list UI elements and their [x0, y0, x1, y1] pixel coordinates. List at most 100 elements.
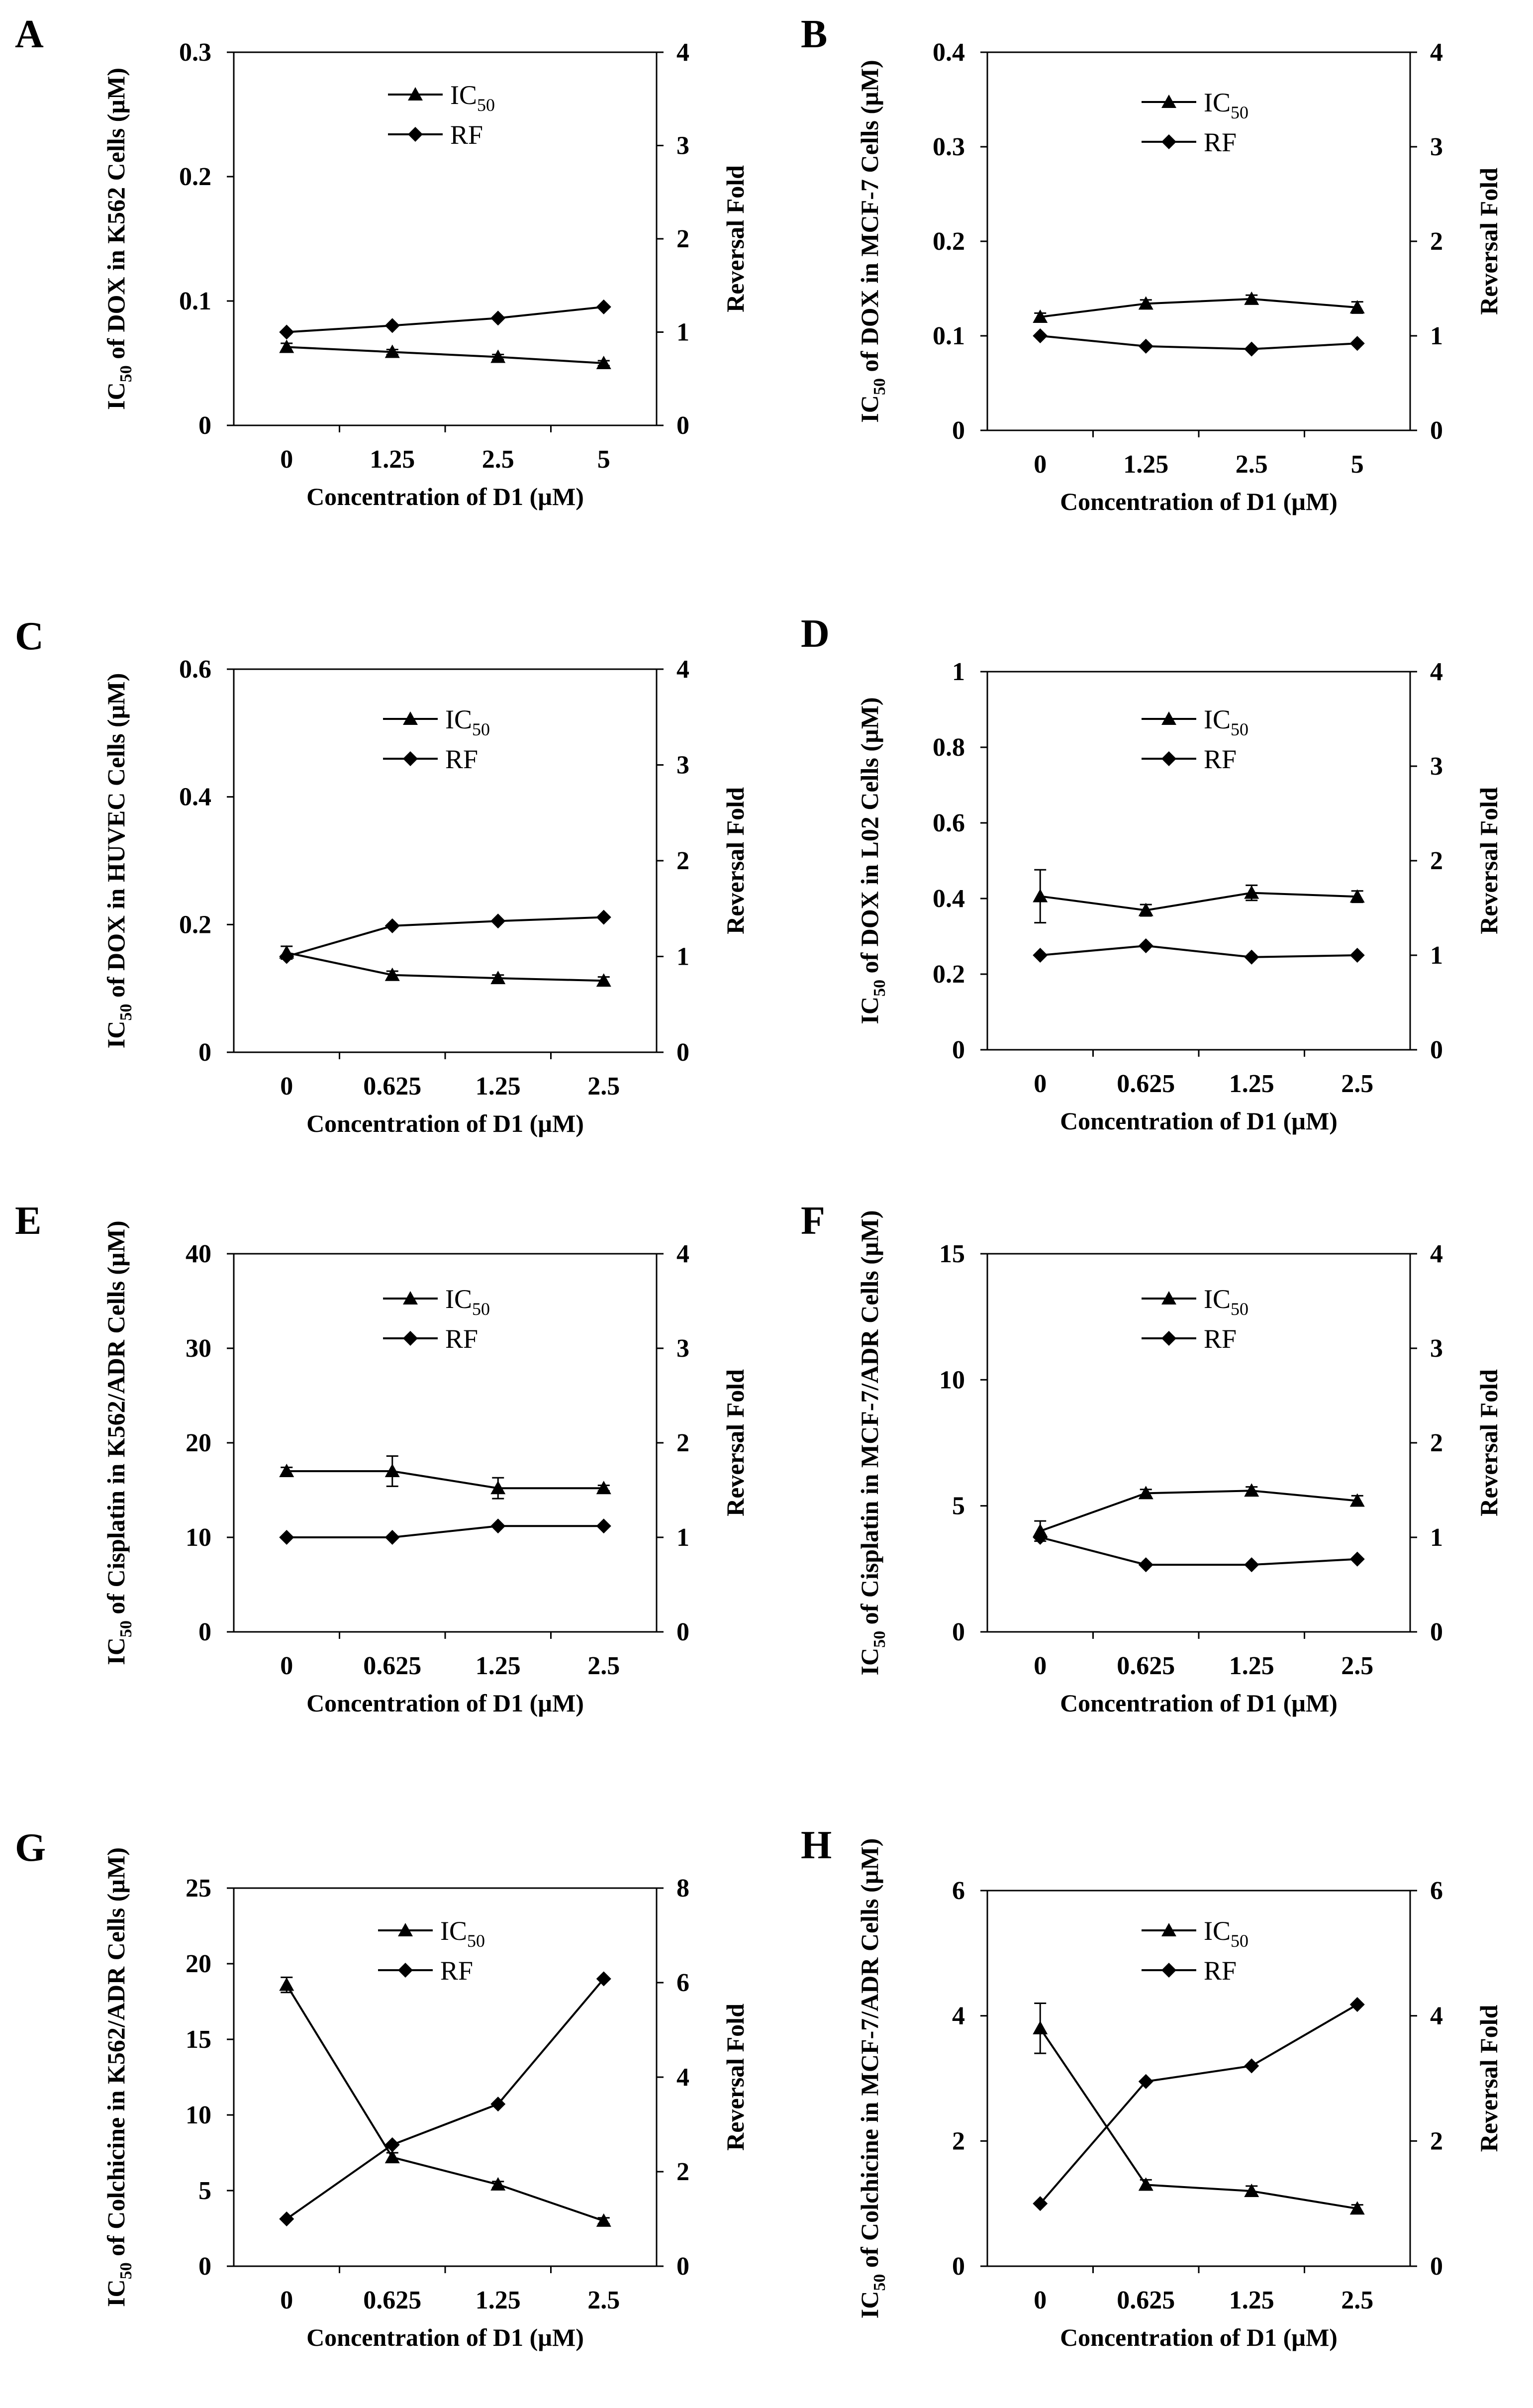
- data-point: [384, 2150, 400, 2164]
- y-axis-title: IC50 of Colchicine in MCF-7/ADR Cells (µ…: [856, 1838, 889, 2318]
- y2-tick-label: 4: [676, 655, 689, 684]
- panel-a: A 0 0.1 0.2 0.3 0 1 2 3 4 0 1.25 2.5 5 Concentration o…: [15, 12, 749, 510]
- data-point: [1244, 291, 1259, 305]
- legend-marker-diamond: [403, 751, 418, 766]
- data-point: [384, 344, 400, 358]
- y2-tick-label: 2: [1430, 227, 1443, 256]
- panel-letter: B: [801, 12, 827, 56]
- y2-tick-label: 2: [676, 2158, 689, 2186]
- legend-marker-diamond: [408, 127, 423, 142]
- legend-marker-diamond: [1161, 134, 1176, 149]
- legend: IC50 RF: [388, 80, 495, 150]
- y-axis-title: IC50 of Cisplatin in K562/ADR Cells (µM): [102, 1220, 135, 1665]
- y-tick-label: 0.4: [933, 885, 965, 913]
- series-line: [1040, 944, 1357, 958]
- legend-label-sub: 50: [477, 95, 495, 115]
- data-point: [1244, 949, 1259, 965]
- legend-marker-triangle: [1161, 95, 1176, 108]
- x-tick-label: 2.5: [1341, 1652, 1373, 1680]
- legend-label: IC50: [1204, 88, 1248, 122]
- y2-tick-label: 4: [676, 38, 689, 67]
- data-point: [1033, 309, 1048, 323]
- series-rf: [1033, 938, 1365, 965]
- y2-axis-title: Reversal Fold: [1475, 787, 1503, 934]
- x-axis-title: Concentration of D1 (µM): [306, 2323, 584, 2351]
- y-axis-title-sub: 50: [870, 1631, 889, 1648]
- y2-tick-label: 0: [676, 1038, 689, 1067]
- data-point: [490, 1518, 506, 1534]
- x-axis-title: Concentration of D1 (µM): [1060, 1107, 1338, 1135]
- legend-label: IC50: [450, 80, 495, 115]
- panel-letter: C: [15, 614, 44, 658]
- y2-tick-label: 4: [1430, 658, 1443, 686]
- data-point: [596, 2213, 611, 2227]
- y2-tick-label: 1: [676, 943, 689, 971]
- legend-label: IC50: [1204, 704, 1248, 739]
- x-axis-title-unit: (µM): [523, 1109, 584, 1137]
- data-point: [1349, 1551, 1365, 1567]
- y-tick-label: 0.3: [179, 38, 211, 67]
- x-axis-title-text: Concentration of D: [306, 1689, 511, 1717]
- legend: IC50 RF: [1142, 704, 1248, 774]
- data-point: [1138, 1486, 1153, 1500]
- legend-label: RF: [445, 744, 478, 774]
- y-axis-title-main: IC: [856, 395, 883, 423]
- panel-letter: F: [801, 1199, 825, 1243]
- series-rf: [1033, 328, 1365, 357]
- y2-tick-label: 2: [676, 1429, 689, 1457]
- series-line: [287, 305, 604, 333]
- legend-marker-triangle: [408, 87, 423, 100]
- y2-tick-label: 3: [1430, 752, 1443, 781]
- y2-tick-label: 1: [676, 1523, 689, 1552]
- legend-label-text: RF: [445, 744, 478, 774]
- x-tick-label: 2.5: [587, 2286, 620, 2314]
- series-line: [1040, 335, 1357, 350]
- plot-frame: [233, 51, 658, 426]
- legend-marker-triangle: [403, 711, 418, 725]
- panel-b: B 0 0.1 0.2 0.3 0.4 0 1 2 3 4 0 1.25 2.5 5 Concentratio…: [801, 12, 1503, 515]
- series-rf: [279, 299, 611, 340]
- plot-frame: [986, 1253, 1411, 1633]
- y-tick-label: 0: [198, 1618, 211, 1646]
- x-tick-label: 1.25: [1229, 2286, 1274, 2314]
- series-line: [287, 1470, 604, 1490]
- y2-tick-label: 2: [1430, 2127, 1443, 2155]
- x-axis-title-sub: 1: [1264, 2323, 1277, 2351]
- data-point: [490, 2177, 506, 2191]
- x-axis-title-text: Concentration of D: [306, 1109, 511, 1137]
- data-point: [1349, 889, 1365, 903]
- y-axis-title-main: IC: [856, 997, 883, 1024]
- y-tick-label: 0.6: [179, 655, 211, 684]
- legend-label-text: IC: [440, 1916, 467, 1946]
- y-tick-label: 0: [952, 1036, 965, 1064]
- y-axis-title-rest: of Colchicine in K562/ADR Cells (µM): [102, 1847, 130, 2262]
- data-point: [490, 971, 506, 985]
- x-axis-title: Concentration of D1 (µM): [1060, 488, 1338, 515]
- y-axis-title-sub: 50: [117, 1620, 135, 1637]
- data-point: [1349, 300, 1365, 313]
- y2-tick-label: 0: [676, 2252, 689, 2281]
- x-axis-title-sub: 1: [511, 1689, 523, 1717]
- y2-tick-label: 0: [676, 1618, 689, 1646]
- legend-marker-triangle: [1161, 711, 1176, 725]
- series-ic50: [1033, 2003, 1365, 2215]
- x-tick-label: 0: [280, 1072, 293, 1101]
- x-tick-label: 0: [280, 2286, 293, 2314]
- x-axis-title-unit: (µM): [1277, 1689, 1338, 1717]
- y-tick-label: 20: [186, 1429, 211, 1457]
- x-tick-label: 5: [1351, 450, 1364, 479]
- data-point: [1349, 948, 1365, 963]
- data-point: [1349, 336, 1365, 351]
- legend-label-text: RF: [440, 1956, 473, 1986]
- legend-label-text: RF: [450, 120, 483, 150]
- legend: IC50 RF: [1142, 1284, 1248, 1354]
- y-tick-label: 5: [952, 1492, 965, 1520]
- x-tick-label: 0.625: [1117, 2286, 1175, 2314]
- plot-frame: [986, 51, 1411, 431]
- y2-tick-label: 0: [1430, 1036, 1443, 1064]
- y-tick-label: 30: [186, 1334, 211, 1363]
- data-point: [596, 1971, 611, 1987]
